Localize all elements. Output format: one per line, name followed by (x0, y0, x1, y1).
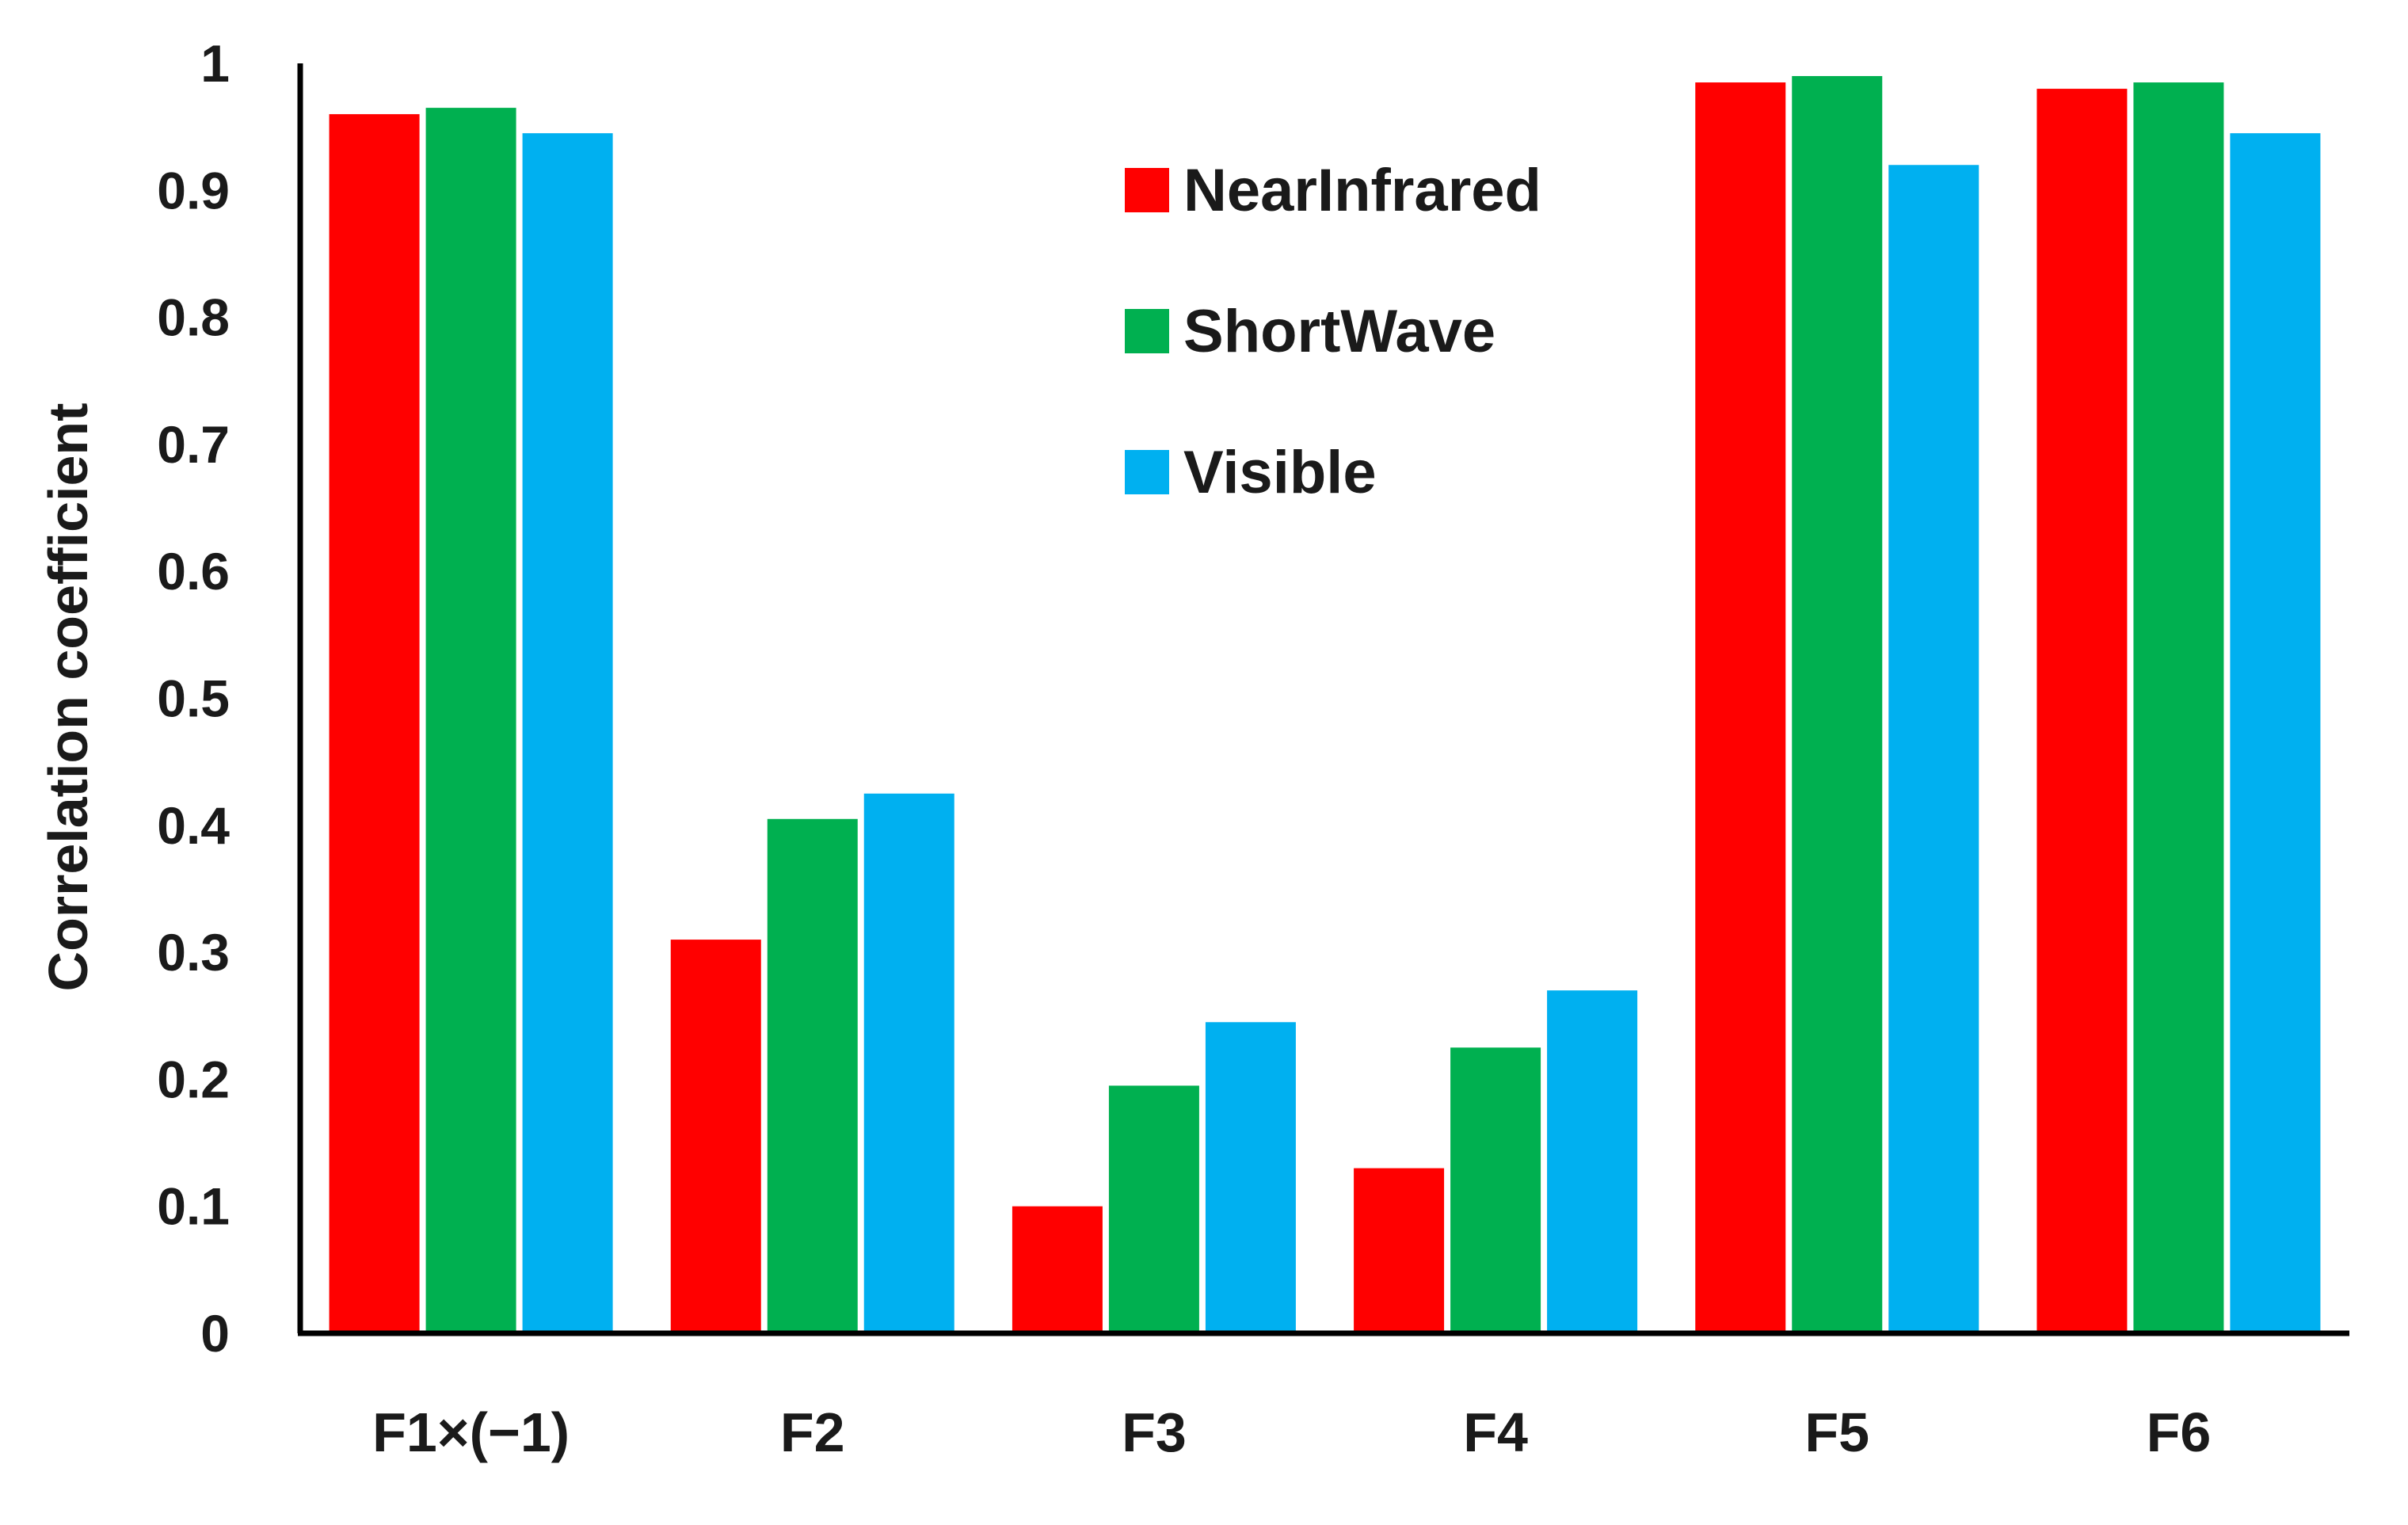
bar-visible-1 (522, 133, 613, 1333)
bar-shortwave-4 (1450, 1047, 1541, 1333)
x-category-label: F3 (1122, 1401, 1187, 1463)
bar-shortwave-5 (1792, 76, 1883, 1333)
y-tick-label: 0.2 (157, 1050, 230, 1108)
bar-shortwave-3 (1108, 1085, 1199, 1333)
bar-nearinfrared-4 (1354, 1168, 1445, 1333)
legend-swatch-visible (1125, 450, 1169, 494)
y-tick-label: 0.6 (157, 542, 230, 600)
y-tick-label: 1 (200, 34, 230, 93)
legend-label-visible: Visible (1183, 439, 1377, 506)
bar-nearinfrared-5 (1695, 82, 1786, 1333)
bar-visible-6 (2230, 133, 2321, 1333)
y-tick-label: 0 (200, 1304, 230, 1363)
bar-shortwave-1 (425, 108, 516, 1334)
bar-visible-3 (1205, 1022, 1296, 1333)
axes-layer (297, 63, 2349, 1336)
x-category-label: F2 (780, 1401, 845, 1463)
y-axis-title: Correlation coefficient (37, 403, 99, 992)
bar-visible-2 (863, 793, 954, 1333)
bar-shortwave-2 (767, 818, 858, 1333)
y-tick-label: 0.7 (157, 415, 230, 474)
bar-visible-4 (1547, 990, 1638, 1333)
y-tick-label: 0.9 (157, 161, 230, 219)
bar-nearinfrared-3 (1012, 1206, 1103, 1333)
bar-shortwave-6 (2133, 82, 2224, 1333)
legend-label-shortwave: ShortWave (1183, 298, 1495, 365)
y-tick-label: 0.1 (157, 1177, 230, 1236)
bar-nearinfrared-1 (329, 114, 420, 1333)
x-category-label: F6 (2147, 1401, 2212, 1463)
y-tick-label: 0.3 (157, 923, 230, 982)
x-category-label: F5 (1804, 1401, 1869, 1463)
bar-visible-5 (1888, 165, 1979, 1334)
legend-swatch-shortwave (1125, 309, 1169, 353)
y-tick-label: 0.5 (157, 669, 230, 728)
bar-nearinfrared-2 (670, 940, 761, 1333)
x-category-label: F1×(−1) (372, 1401, 570, 1463)
bars-layer (329, 76, 2321, 1334)
legend: NearInfrared ShortWave Visible (1125, 157, 1541, 506)
bar-nearinfrared-6 (2037, 89, 2128, 1333)
x-category-label: F4 (1463, 1401, 1528, 1463)
x-tick-labels: F1×(−1) F2 F3 F4 F5 F6 (372, 1401, 2211, 1463)
y-tick-label: 0.4 (157, 796, 230, 855)
y-tick-label: 0.8 (157, 288, 230, 347)
y-tick-labels: 0 0.1 0.2 0.3 0.4 0.5 0.6 0.7 0.8 0.9 1 (157, 34, 230, 1363)
legend-label-nearinfrared: NearInfrared (1183, 157, 1541, 224)
legend-swatch-nearinfrared (1125, 168, 1169, 212)
